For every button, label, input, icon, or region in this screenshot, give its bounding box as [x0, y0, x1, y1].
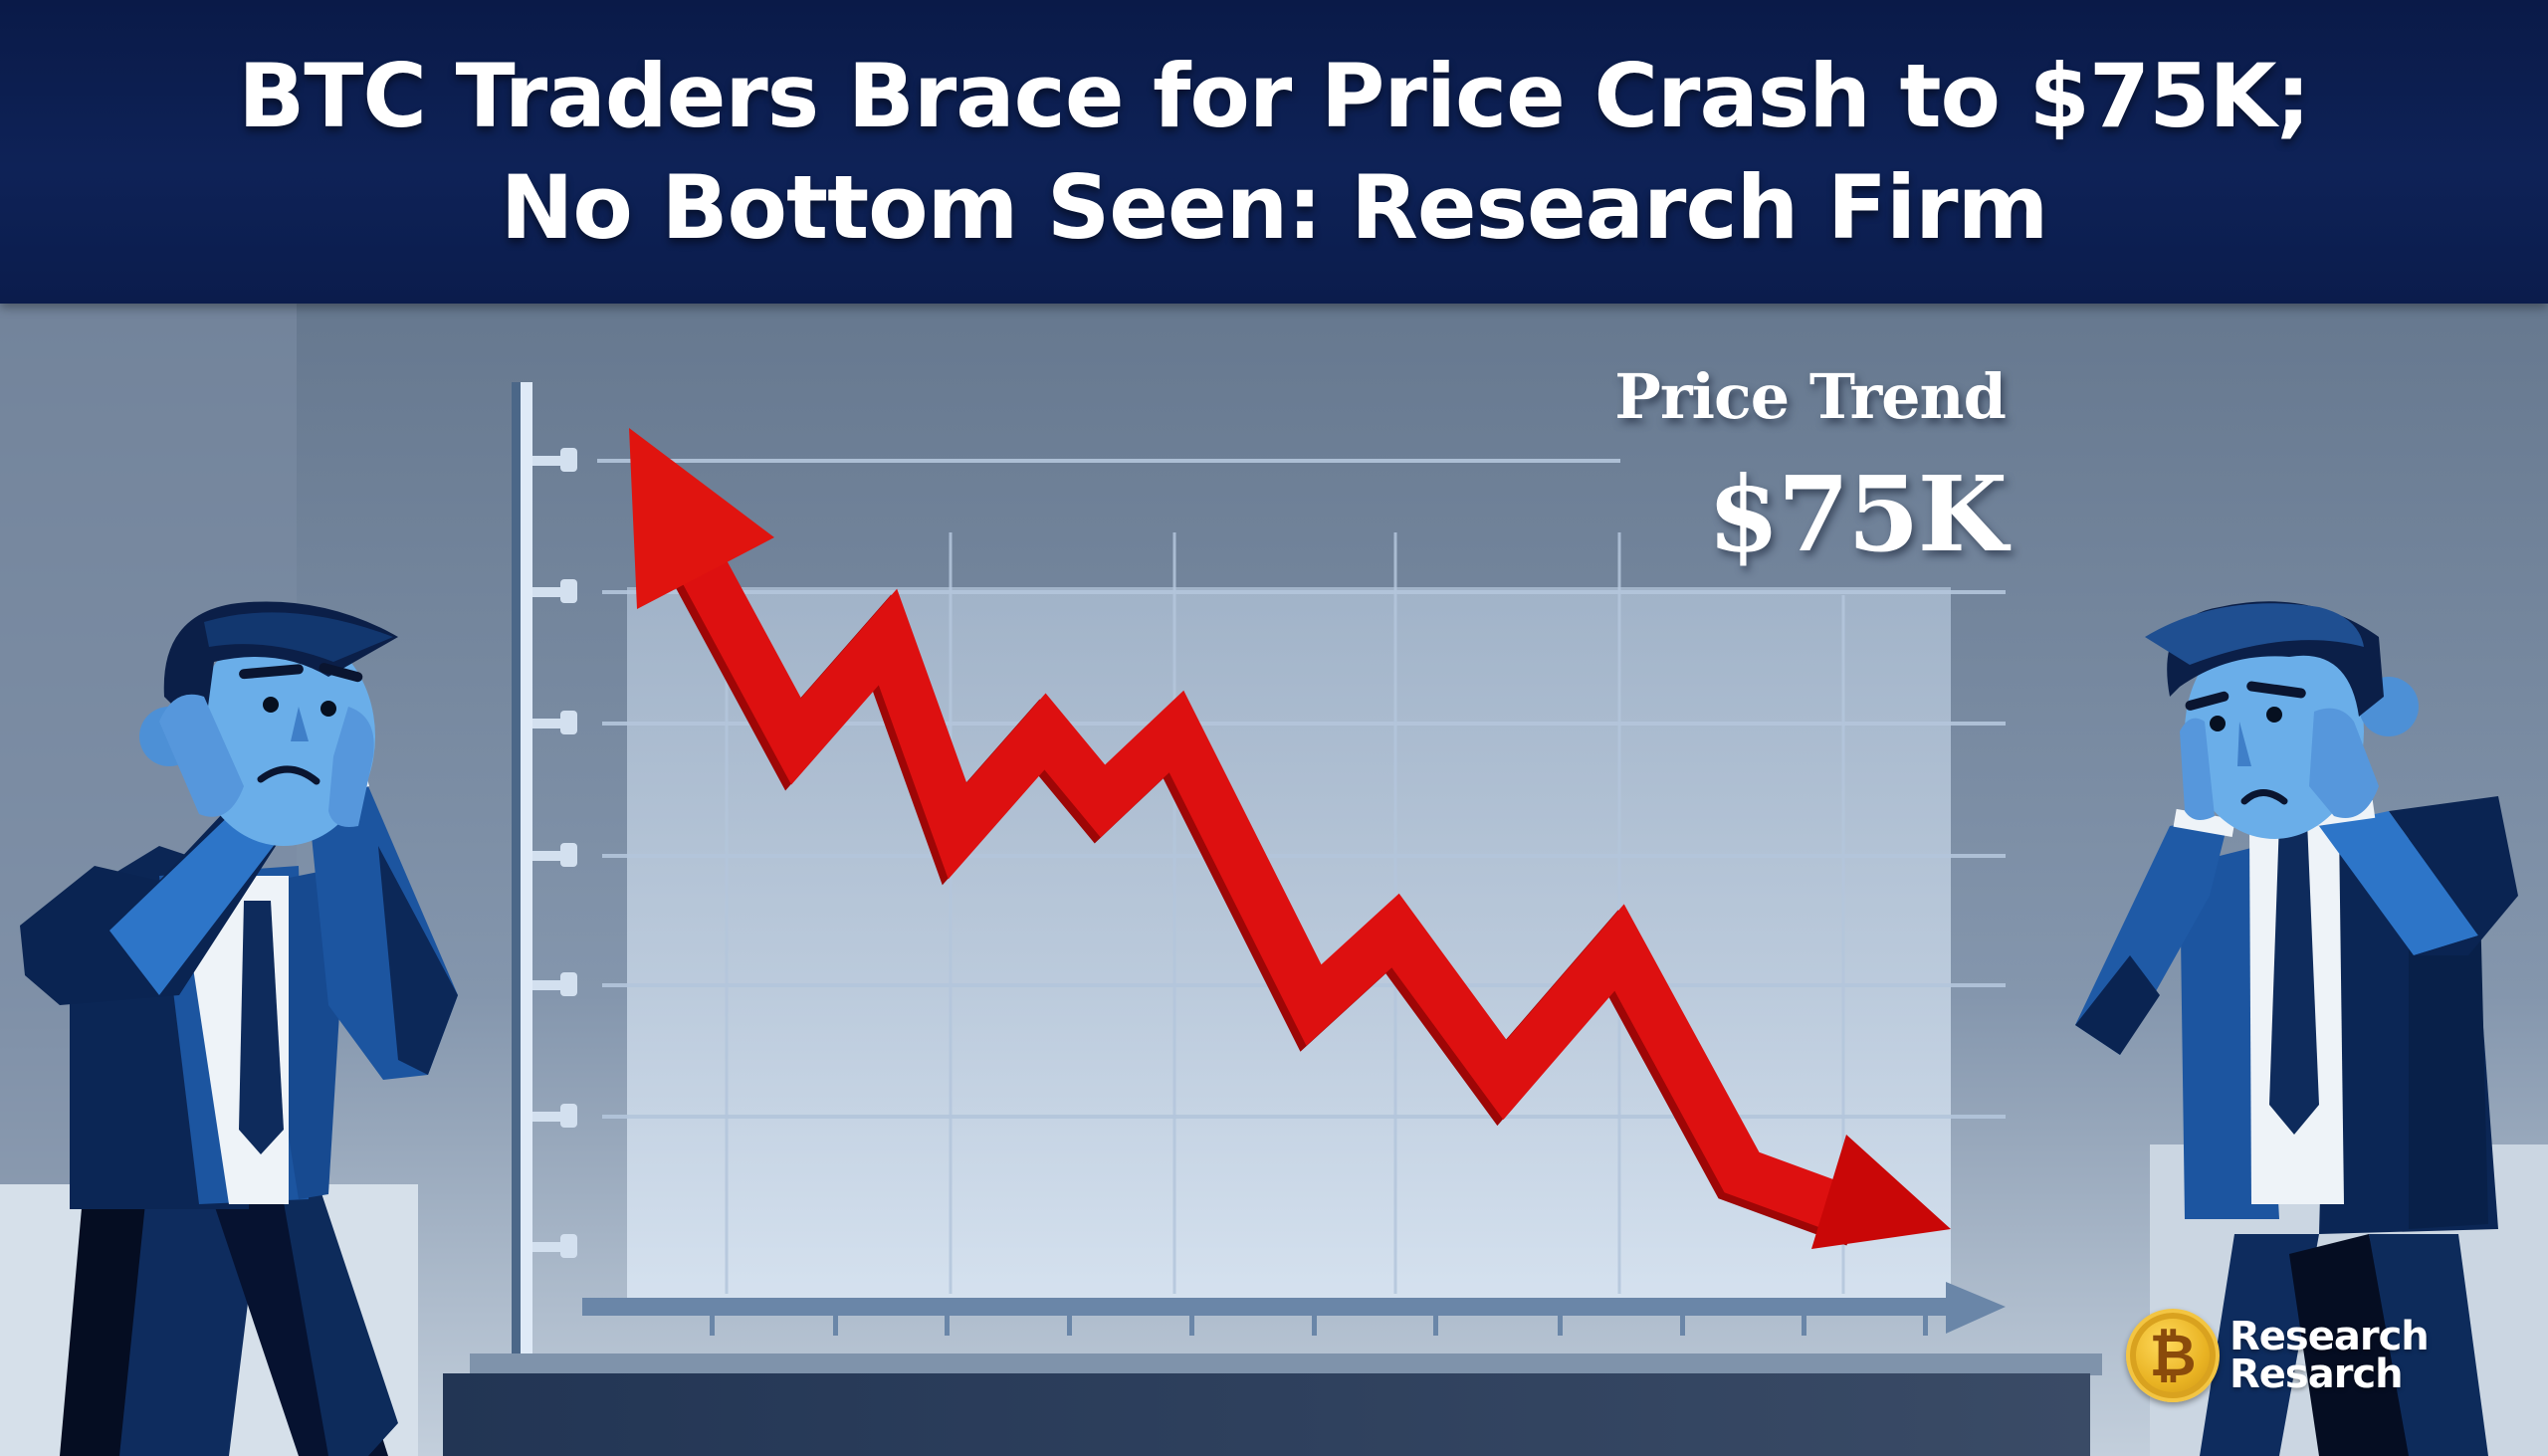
y-axis: [512, 382, 577, 1355]
price-target-value: $75K: [1707, 453, 2008, 575]
trend-arrow: [629, 428, 1951, 1249]
x-axis: [582, 1282, 2006, 1336]
headline-banner: BTC Traders Brace for Price Crash to $75…: [0, 0, 2548, 304]
logo-line-2: Resarch: [2230, 1352, 2404, 1397]
bitcoin-coin-icon: ₿: [2126, 1309, 2220, 1402]
trend-arrow-body: [675, 545, 1870, 1240]
trader-right: [2075, 601, 2518, 1456]
logo-line-1: Research: [2230, 1314, 2430, 1359]
logo-wordmark: Research Resarch: [2230, 1314, 2430, 1397]
research-logo: ₿ Research Resarch: [2126, 1306, 2430, 1405]
chart-base-top: [470, 1353, 2102, 1375]
trend-arrow-head-start: [629, 428, 774, 609]
trader-left: [20, 601, 458, 1456]
headline-line-2: No Bottom Seen: Research Firm: [500, 155, 2049, 259]
chart-base-plinth: [443, 1373, 2090, 1456]
headline-line-1: BTC Traders Brace for Price Crash to $75…: [238, 44, 2310, 147]
price-trend-label: Price Trend: [1614, 360, 2007, 433]
trend-arrow-head-end: [1811, 1135, 1951, 1249]
